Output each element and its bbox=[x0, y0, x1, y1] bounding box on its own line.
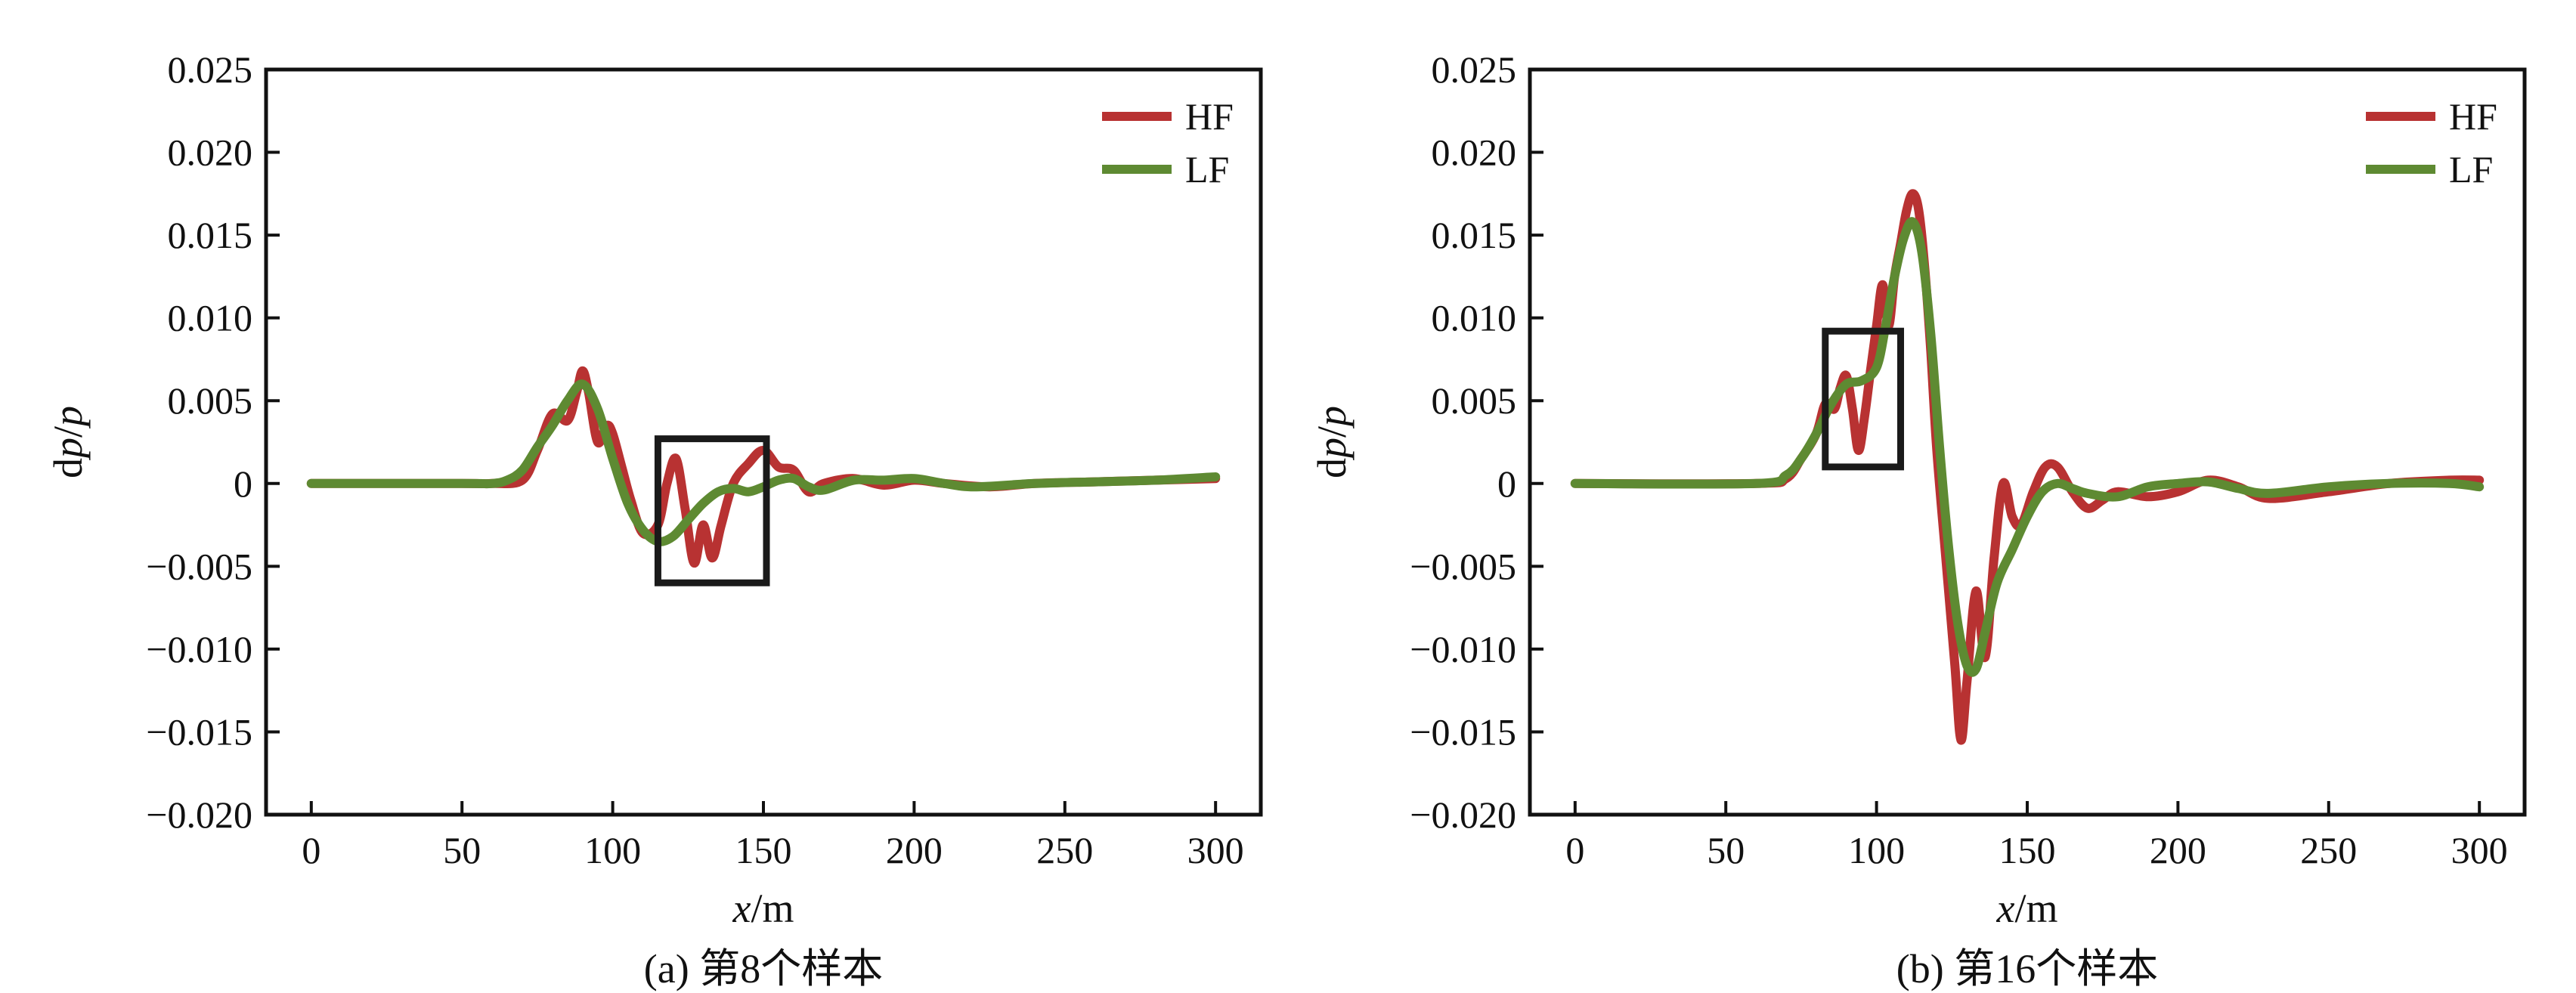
x-tick-label: 150 bbox=[735, 829, 792, 871]
legend-label-lf: LF bbox=[1185, 148, 1229, 190]
y-tick-label: 0.015 bbox=[1432, 214, 1517, 256]
x-tick-label: 200 bbox=[886, 829, 943, 871]
y-tick-label: 0 bbox=[234, 462, 252, 505]
series-line-hf bbox=[1570, 189, 2485, 745]
y-tick-label: 0.005 bbox=[1432, 379, 1517, 422]
legend-label-hf: HF bbox=[2449, 95, 2497, 138]
x-tick-label: 150 bbox=[1999, 829, 2056, 871]
x-axis-label: x/m bbox=[1996, 886, 2058, 931]
y-tick-label: −0.015 bbox=[1410, 710, 1516, 753]
y-tick-label: −0.005 bbox=[146, 545, 252, 587]
highlight-box bbox=[1822, 327, 1905, 471]
y-tick-label: 0 bbox=[1497, 462, 1516, 505]
chart-a-svg: 0 50 100 150 200 250 300 −0.020 −0.015 −0.010 −0.0… bbox=[45, 48, 1263, 991]
chart-panel-a: 0 50 100 150 200 250 300 −0.020 −0.015 −0.010 −0.0… bbox=[45, 48, 1263, 991]
y-tick-label: 0.025 bbox=[1432, 48, 1517, 91]
x-tick-label: 50 bbox=[443, 829, 481, 871]
y-tick-label: 0.020 bbox=[1432, 131, 1517, 174]
highlight-box bbox=[654, 435, 770, 586]
y-tick-label: 0.010 bbox=[1432, 297, 1517, 339]
legend-label-hf: HF bbox=[1185, 95, 1234, 138]
x-tick-label: 0 bbox=[1565, 829, 1584, 871]
x-tick-label: 100 bbox=[1848, 829, 1905, 871]
y-tick-label: 0.020 bbox=[168, 131, 253, 174]
y-axis-label: dp/p bbox=[45, 406, 91, 478]
x-tick-label: 100 bbox=[584, 829, 641, 871]
x-tick-label: 250 bbox=[2300, 829, 2357, 871]
chart-caption: (a) 第8个样本 bbox=[644, 946, 883, 991]
y-tick-label: −0.015 bbox=[146, 710, 252, 753]
series-line-lf bbox=[306, 379, 1221, 546]
x-tick-label: 300 bbox=[1187, 829, 1244, 871]
x-tick-label: 250 bbox=[1036, 829, 1093, 871]
series-line-lf bbox=[1570, 217, 2485, 677]
chart-b-svg: 0 50 100 150 200 250 300 −0.020 −0.015 −0.010 −0.0… bbox=[1309, 48, 2527, 991]
y-tick-label: −0.005 bbox=[1410, 545, 1516, 587]
y-tick-label: 0.005 bbox=[168, 379, 253, 422]
y-tick-label: −0.010 bbox=[146, 628, 252, 670]
legend: HF LF bbox=[2366, 95, 2497, 190]
y-tick-label: −0.010 bbox=[1410, 628, 1516, 670]
y-tick-label: −0.020 bbox=[146, 793, 252, 836]
chart-caption: (b) 第16个样本 bbox=[1896, 946, 2158, 991]
legend-label-lf: LF bbox=[2449, 148, 2493, 190]
plot-frame bbox=[1528, 67, 2527, 817]
x-tick-label: 300 bbox=[2451, 829, 2508, 871]
y-tick-label: 0.010 bbox=[168, 297, 253, 339]
x-tick-label: 0 bbox=[302, 829, 320, 871]
legend: HF LF bbox=[1102, 95, 1234, 190]
y-tick-label: 0.015 bbox=[168, 214, 253, 256]
x-axis-label: x/m bbox=[732, 886, 794, 931]
x-tick-label: 50 bbox=[1707, 829, 1745, 871]
y-tick-label: −0.020 bbox=[1410, 793, 1516, 836]
y-axis-label: dp/p bbox=[1309, 406, 1355, 478]
chart-panel-b: 0 50 100 150 200 250 300 −0.020 −0.015 −0.010 −0.0… bbox=[1264, 0, 2552, 993]
x-tick-label: 200 bbox=[2150, 829, 2206, 871]
y-tick-label: 0.025 bbox=[168, 48, 253, 91]
